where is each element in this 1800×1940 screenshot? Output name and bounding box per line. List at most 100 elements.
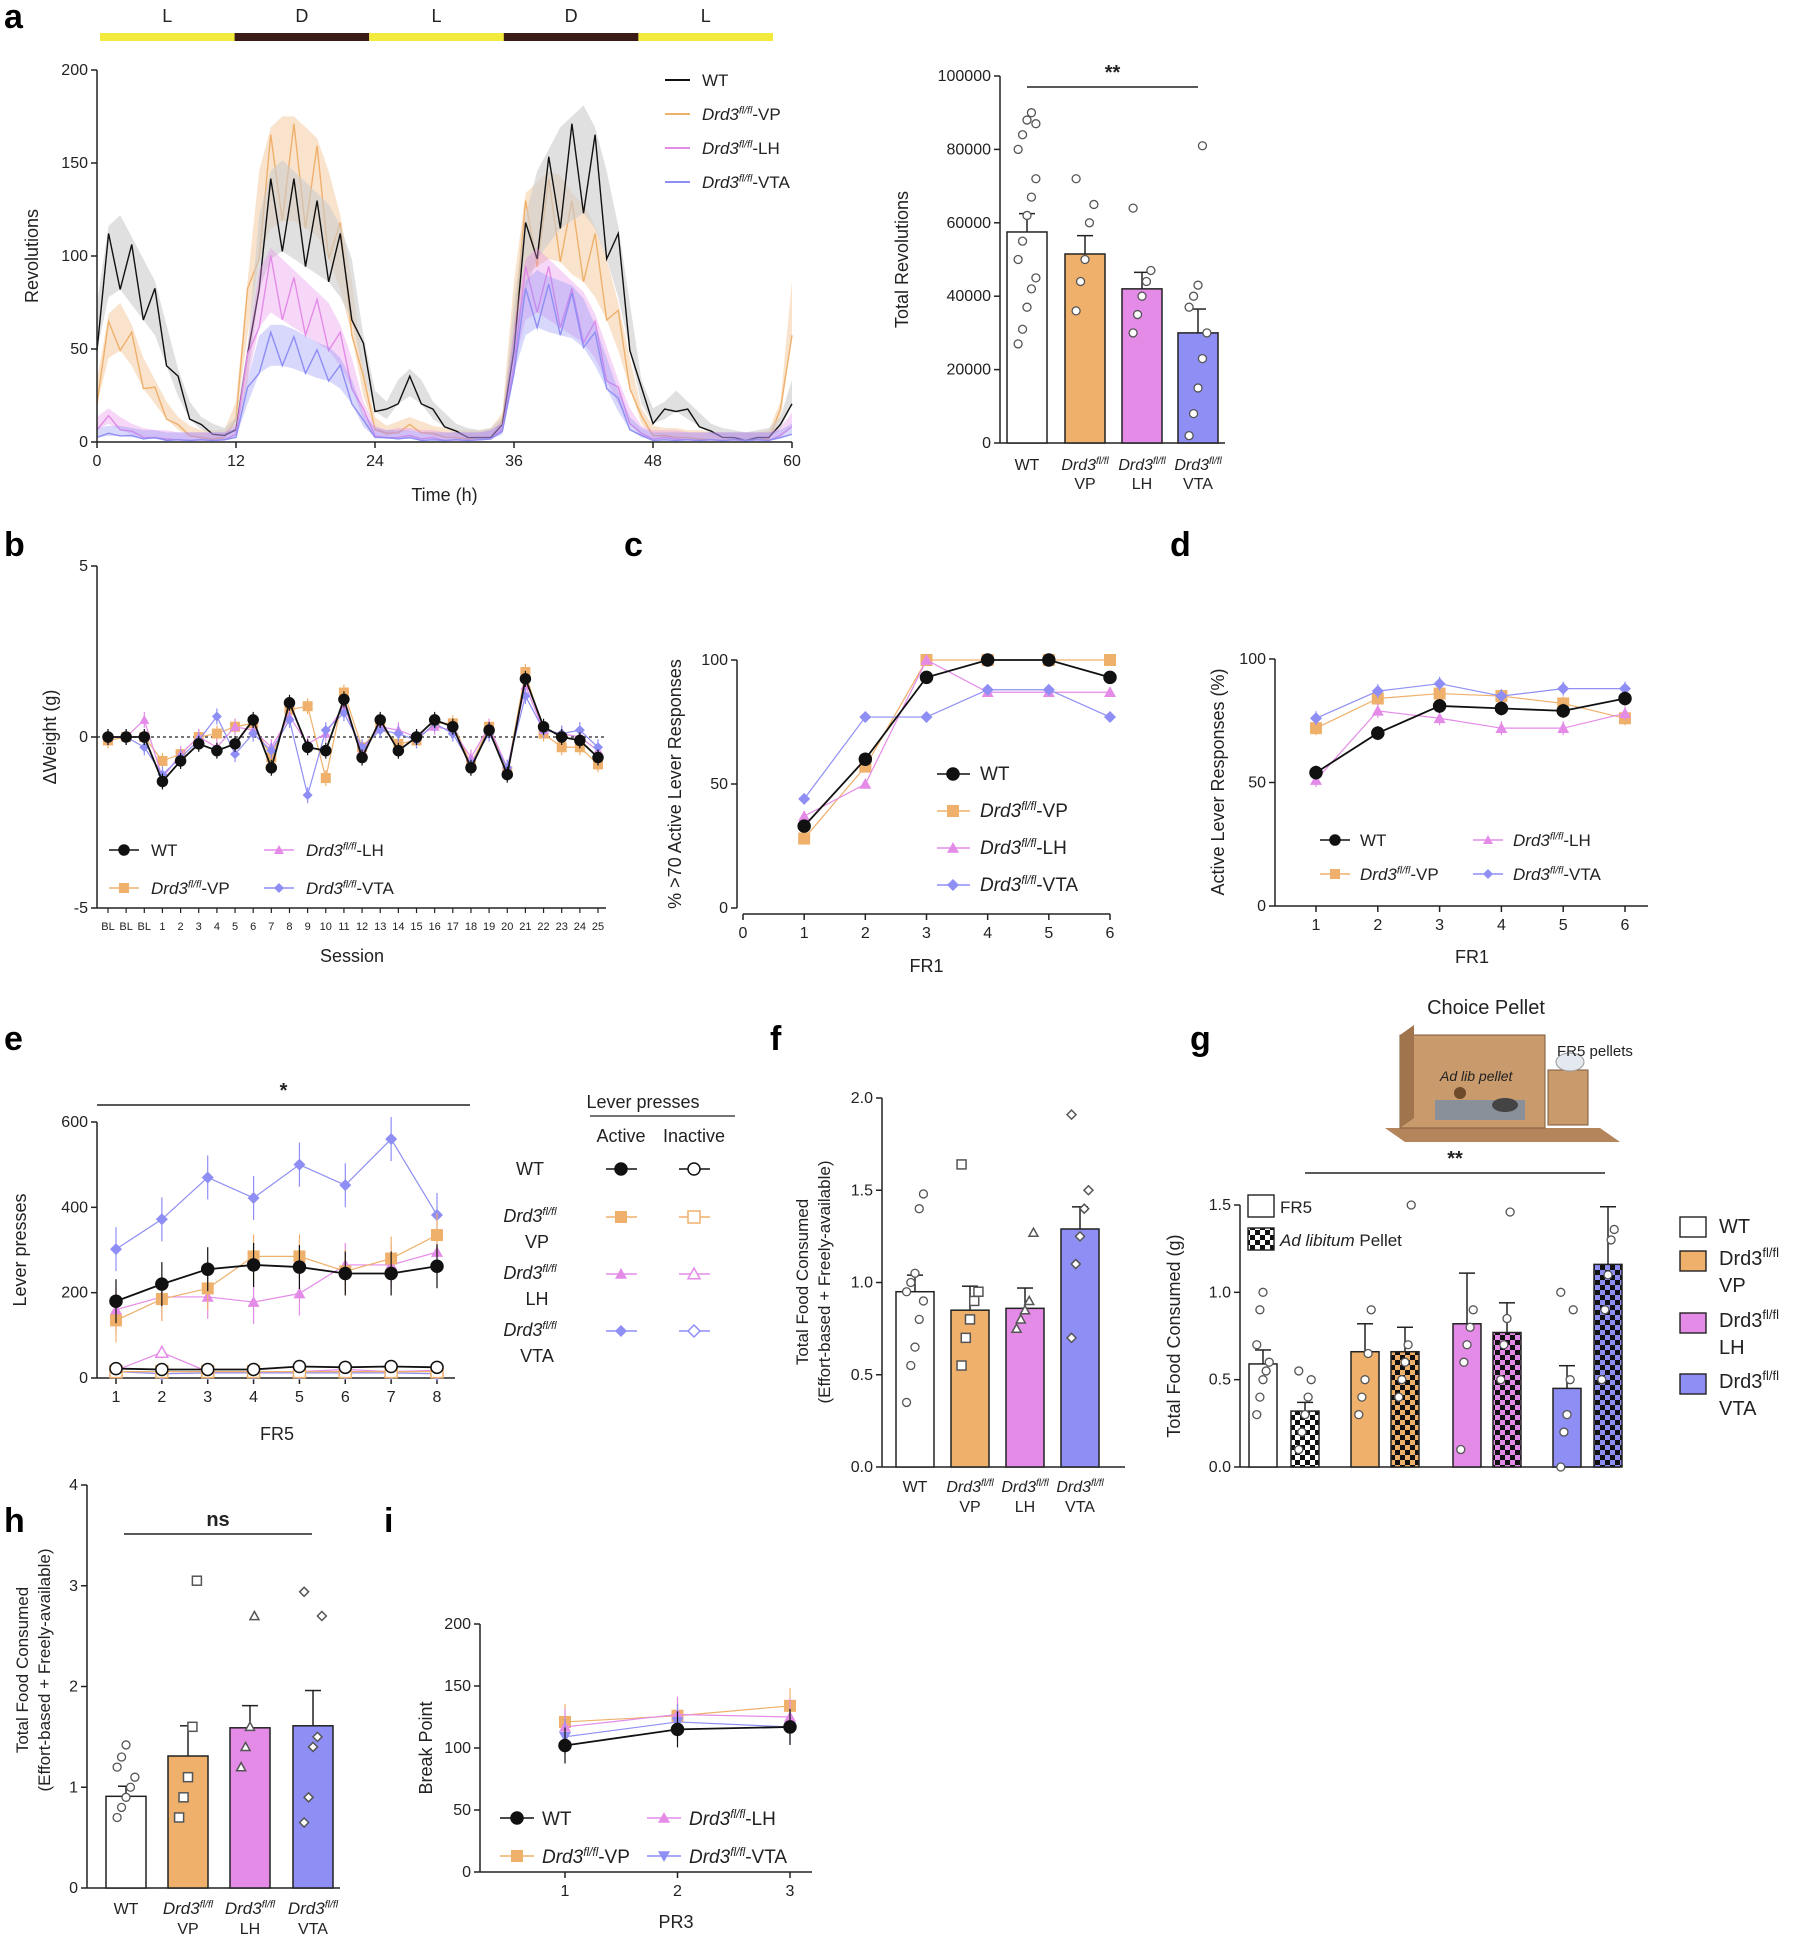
g-individual-point [1505,1207,1515,1217]
a2-individual-point [1013,339,1023,349]
a1-ytick-label: 100 [61,248,88,265]
a1-legend-label: Drd3fl/fl-LH [702,139,780,158]
a2-significance-label: ** [1105,62,1121,84]
g-individual-point [1565,1375,1575,1385]
a2-ylabel: Total Revolutions [892,191,912,328]
d-legend-marker [1483,869,1493,879]
g-group-legend-label: Drd3fl/fl [1719,1307,1779,1332]
h-individual-point [298,1586,310,1598]
g-legend-label: FR5 [1280,1198,1312,1217]
light-dark-segment [234,33,370,41]
b-xtick-label: 3 [196,921,202,933]
e-legend-marker [614,1162,628,1176]
b-data-point [230,749,241,760]
g-ylabel: Total Food Consumed (g) [1164,1234,1184,1437]
h-individual-point [116,1752,127,1762]
b-xtick-label: 17 [447,921,459,933]
c-data-point [1104,654,1116,666]
g-individual-point [1496,1375,1506,1385]
c-series-line [803,659,1110,839]
h-individual-point [121,1792,131,1802]
c-xtick-label: 0 [739,925,748,942]
h-individual-point [235,1761,247,1772]
f-category-label: Drd3fl/fl [1001,1478,1049,1496]
f-individual-point [1065,1109,1078,1121]
b-data-point [320,773,331,784]
g-schematic-mouse [1492,1098,1518,1112]
e-data-point [155,1213,168,1226]
e-ytick-label: 600 [61,1114,88,1131]
f-individual-point [973,1286,984,1297]
b-xtick-label: 2 [178,921,184,933]
b-xtick-label: 19 [483,921,495,933]
b-xtick-label: 5 [232,921,238,933]
e-data-point [338,1360,353,1375]
d-data-point [1556,704,1570,718]
f-individual-point [1015,1313,1027,1324]
f-individual-point [1019,1304,1031,1315]
i-ytick-label: 200 [444,1616,471,1633]
a2-category-label: VP [1074,476,1095,493]
g-ytick-label: 1.0 [1209,1284,1231,1301]
g-individual-point [1261,1366,1271,1376]
g-schematic-side [1400,1025,1414,1128]
a2-category-label: VTA [1183,476,1213,493]
b-series-line [108,675,599,784]
d-data-point [1371,685,1384,698]
d-xtick-label: 4 [1497,917,1506,934]
f-individual-point [910,1342,920,1352]
a2-category-label: Drd3fl/fl [1174,456,1222,474]
b-legend-label: WT [151,841,177,860]
c-data-point [920,654,933,665]
e-legend-marker [615,1211,627,1223]
a2-individual-point [1026,192,1037,202]
a2-individual-point [1022,302,1032,312]
a2-ytick-label: 100000 [938,68,991,85]
a1-xtick-label: 24 [366,453,384,470]
h-category-label: Drd3fl/fl [288,1899,339,1918]
b-data-point [375,725,386,736]
d-legend-marker [1330,869,1340,879]
h-individual-point [112,1762,122,1772]
g-individual-point [1600,1305,1610,1315]
c-ytick-label: 100 [701,652,728,669]
light-dark-segment [100,33,235,41]
h-individual-point [125,1782,136,1792]
panel-letter-b: b [4,526,25,564]
a1-ytick-label: 200 [61,62,88,79]
i-xtick-label: 3 [786,1883,795,1900]
h-ytick-label: 2 [69,1679,78,1696]
e-xtick-label: 4 [249,1389,258,1406]
g-individual-point [1559,1427,1569,1437]
f-individual-point [1023,1294,1035,1306]
a2-individual-point [1146,265,1156,276]
b-xlabel: Session [320,946,384,966]
light-dark-label: D [295,6,308,26]
g-bar [1390,1350,1420,1468]
f-category-label: Drd3fl/fl [1056,1478,1104,1496]
c-data-point [1104,686,1116,698]
a2-individual-point [1026,284,1037,294]
e-series-line [115,1264,438,1303]
g-ytick-label: 0.5 [1209,1372,1231,1389]
g-individual-point [1258,1287,1268,1297]
i-legend-label: Drd3fl/fl-VTA [689,1846,787,1868]
a2-individual-point [1128,203,1138,213]
i-xtick-label: 2 [673,1883,682,1900]
f-ylabel-2: (Effort-based + Freely-available) [815,1161,834,1404]
c-legend-label: Drd3fl/fl-VTA [980,874,1078,896]
c-xtick-label: 2 [861,925,870,942]
g-legend-swatch [1247,1227,1275,1251]
a2-ytick-label: 20000 [947,362,992,379]
c-legend-marker [946,767,960,781]
i-data-point [558,1738,572,1753]
f-ylabel: Total Food Consumed [793,1199,812,1365]
b-ytick-label: 0 [79,729,88,746]
b-xtick-label: 7 [268,921,274,933]
d-xtick-label: 3 [1435,917,1444,934]
f-individual-point [964,1314,976,1325]
b-data-point [320,725,331,736]
f-individual-point [956,1360,967,1371]
b-data-point [192,738,205,750]
